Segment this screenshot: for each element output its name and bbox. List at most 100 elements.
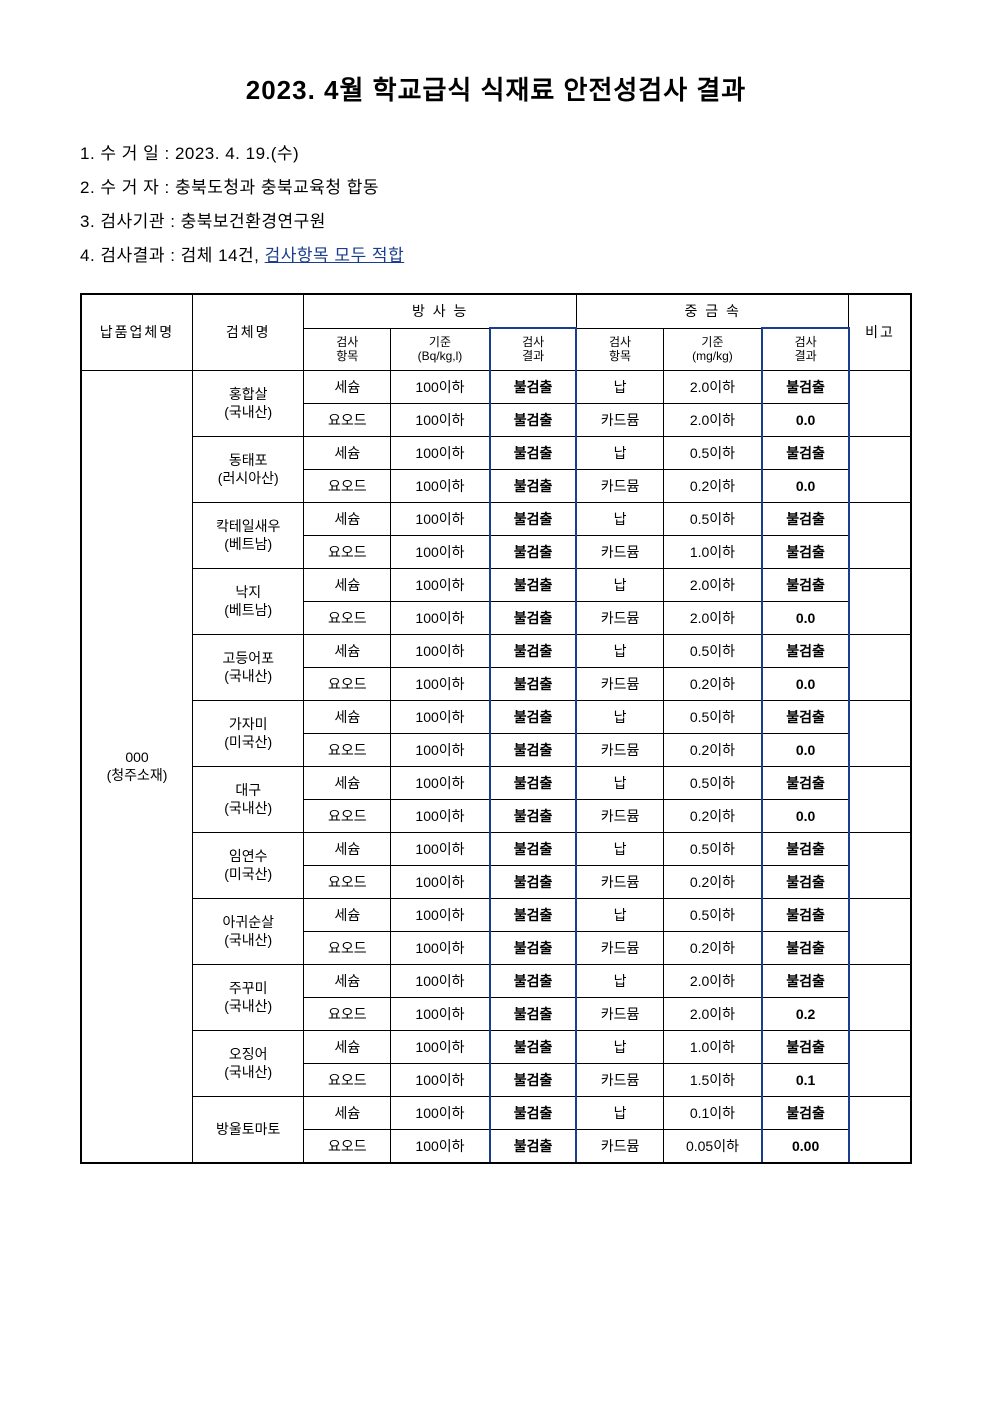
rad-result: 불검출 xyxy=(490,1063,577,1096)
sample-name: 방울토마토 xyxy=(192,1096,303,1163)
table-row: 가자미(미국산)세슘100이하불검출납0.5이하불검출 xyxy=(81,700,911,733)
met-test-item: 납 xyxy=(576,766,663,799)
th-sample: 검체명 xyxy=(192,294,303,370)
rad-result: 불검출 xyxy=(490,964,577,997)
rad-test-item: 요오드 xyxy=(304,733,391,766)
info-value-3: : 충북보건환경연구원 xyxy=(170,212,326,231)
rad-standard: 100이하 xyxy=(391,898,490,931)
met-test-item: 납 xyxy=(576,964,663,997)
rad-test-item: 세슘 xyxy=(304,700,391,733)
met-standard: 0.2이하 xyxy=(663,667,762,700)
info-item-2: 2. 수 거 자 : 충북도청과 충북교육청 합동 xyxy=(80,171,912,205)
rad-test-item: 세슘 xyxy=(304,436,391,469)
rad-result: 불검출 xyxy=(490,733,577,766)
rad-result: 불검출 xyxy=(490,700,577,733)
note-cell xyxy=(849,502,911,568)
info-label-2: 2. 수 거 자 xyxy=(80,178,165,197)
rad-standard: 100이하 xyxy=(391,1030,490,1063)
rad-result: 불검출 xyxy=(490,403,577,436)
rad-standard: 100이하 xyxy=(391,370,490,403)
rad-test-item: 요오드 xyxy=(304,997,391,1030)
table-row: 오징어(국내산)세슘100이하불검출납1.0이하불검출 xyxy=(81,1030,911,1063)
met-test-item: 카드뮴 xyxy=(576,997,663,1030)
met-result: 불검출 xyxy=(762,898,849,931)
rad-result: 불검출 xyxy=(490,799,577,832)
table-row: 대구(국내산)세슘100이하불검출납0.5이하불검출 xyxy=(81,766,911,799)
rad-standard: 100이하 xyxy=(391,931,490,964)
sample-name: 오징어(국내산) xyxy=(192,1030,303,1096)
rad-result: 불검출 xyxy=(490,931,577,964)
table-row: 임연수(미국산)세슘100이하불검출납0.5이하불검출 xyxy=(81,832,911,865)
info-value-4: : 검체 14건, xyxy=(170,246,264,265)
met-standard: 0.5이하 xyxy=(663,634,762,667)
rad-test-item: 세슘 xyxy=(304,832,391,865)
th-rad-item: 검사항목 xyxy=(304,328,391,370)
rad-result: 불검출 xyxy=(490,865,577,898)
met-standard: 0.5이하 xyxy=(663,832,762,865)
met-standard: 2.0이하 xyxy=(663,964,762,997)
rad-result: 불검출 xyxy=(490,634,577,667)
note-cell xyxy=(849,964,911,1030)
rad-standard: 100이하 xyxy=(391,865,490,898)
rad-test-item: 요오드 xyxy=(304,601,391,634)
met-result: 불검출 xyxy=(762,502,849,535)
rad-test-item: 세슘 xyxy=(304,898,391,931)
met-standard: 0.1이하 xyxy=(663,1096,762,1129)
rad-standard: 100이하 xyxy=(391,766,490,799)
met-test-item: 카드뮴 xyxy=(576,403,663,436)
met-result: 0.0 xyxy=(762,733,849,766)
met-result: 불검출 xyxy=(762,568,849,601)
sample-name: 가자미(미국산) xyxy=(192,700,303,766)
met-result: 0.0 xyxy=(762,799,849,832)
table-row: 주꾸미(국내산)세슘100이하불검출납2.0이하불검출 xyxy=(81,964,911,997)
rad-standard: 100이하 xyxy=(391,733,490,766)
supplier-cell: 000(청주소재) xyxy=(81,370,192,1163)
rad-standard: 100이하 xyxy=(391,997,490,1030)
met-test-item: 납 xyxy=(576,1030,663,1063)
met-standard: 0.2이하 xyxy=(663,469,762,502)
th-metal: 중 금 속 xyxy=(576,294,849,328)
rad-standard: 100이하 xyxy=(391,832,490,865)
met-standard: 0.2이하 xyxy=(663,931,762,964)
info-item-1: 1. 수 거 일 : 2023. 4. 19.(수) xyxy=(80,137,912,171)
sample-name: 동태포(러시아산) xyxy=(192,436,303,502)
table-row: 방울토마토세슘100이하불검출납0.1이하불검출 xyxy=(81,1096,911,1129)
th-rad-std: 기준(Bq/kg,l) xyxy=(391,328,490,370)
rad-result: 불검출 xyxy=(490,667,577,700)
sample-name: 주꾸미(국내산) xyxy=(192,964,303,1030)
rad-test-item: 세슘 xyxy=(304,502,391,535)
rad-test-item: 세슘 xyxy=(304,766,391,799)
met-result: 0.0 xyxy=(762,601,849,634)
met-test-item: 카드뮴 xyxy=(576,733,663,766)
rad-standard: 100이하 xyxy=(391,700,490,733)
rad-test-item: 요오드 xyxy=(304,931,391,964)
met-standard: 0.2이하 xyxy=(663,799,762,832)
met-standard: 0.5이하 xyxy=(663,700,762,733)
met-test-item: 카드뮴 xyxy=(576,601,663,634)
rad-result: 불검출 xyxy=(490,1129,577,1163)
rad-standard: 100이하 xyxy=(391,469,490,502)
met-standard: 0.5이하 xyxy=(663,898,762,931)
info-label-4: 4. 검사결과 xyxy=(80,246,170,265)
note-cell xyxy=(849,568,911,634)
met-standard: 0.5이하 xyxy=(663,766,762,799)
met-standard: 0.5이하 xyxy=(663,502,762,535)
rad-test-item: 세슘 xyxy=(304,370,391,403)
rad-test-item: 요오드 xyxy=(304,403,391,436)
rad-test-item: 요오드 xyxy=(304,535,391,568)
note-cell xyxy=(849,1030,911,1096)
met-test-item: 납 xyxy=(576,370,663,403)
rad-result: 불검출 xyxy=(490,568,577,601)
th-note: 비고 xyxy=(849,294,911,370)
th-supplier: 납품업체명 xyxy=(81,294,192,370)
info-value-2: : 충북도청과 충북교육청 합동 xyxy=(165,178,380,197)
met-test-item: 카드뮴 xyxy=(576,535,663,568)
met-standard: 2.0이하 xyxy=(663,370,762,403)
met-test-item: 카드뮴 xyxy=(576,1063,663,1096)
rad-standard: 100이하 xyxy=(391,634,490,667)
met-test-item: 납 xyxy=(576,832,663,865)
met-result: 불검출 xyxy=(762,865,849,898)
rad-standard: 100이하 xyxy=(391,403,490,436)
rad-result: 불검출 xyxy=(490,997,577,1030)
met-standard: 2.0이하 xyxy=(663,403,762,436)
